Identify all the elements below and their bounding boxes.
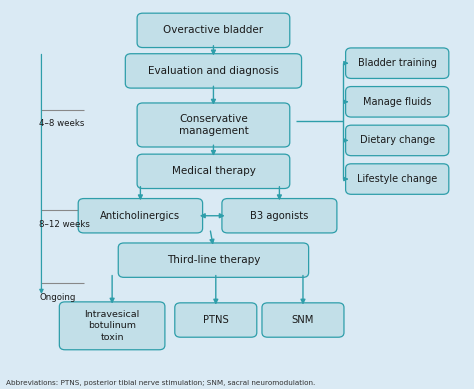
FancyBboxPatch shape (346, 86, 449, 117)
Text: B3 agonists: B3 agonists (250, 211, 309, 221)
Text: Medical therapy: Medical therapy (172, 166, 255, 176)
FancyBboxPatch shape (78, 198, 202, 233)
Text: PTNS: PTNS (203, 315, 228, 325)
Text: Abbreviations: PTNS, posterior tibial nerve stimulation; SNM, sacral neuromodula: Abbreviations: PTNS, posterior tibial ne… (6, 380, 315, 385)
FancyBboxPatch shape (118, 243, 309, 277)
FancyBboxPatch shape (137, 154, 290, 189)
FancyBboxPatch shape (262, 303, 344, 337)
FancyBboxPatch shape (59, 302, 165, 350)
Text: Bladder training: Bladder training (358, 58, 437, 68)
Text: Third-line therapy: Third-line therapy (167, 255, 260, 265)
FancyBboxPatch shape (346, 48, 449, 79)
FancyBboxPatch shape (125, 54, 301, 88)
FancyBboxPatch shape (222, 198, 337, 233)
Text: SNM: SNM (292, 315, 314, 325)
Text: Intravesical
botulinum
toxin: Intravesical botulinum toxin (84, 310, 140, 342)
FancyBboxPatch shape (175, 303, 257, 337)
FancyBboxPatch shape (346, 164, 449, 194)
Text: 4–8 weeks: 4–8 weeks (39, 119, 84, 128)
Text: Manage fluids: Manage fluids (363, 97, 431, 107)
Text: Overactive bladder: Overactive bladder (164, 25, 264, 35)
Text: Evaluation and diagnosis: Evaluation and diagnosis (148, 66, 279, 76)
Text: Dietary change: Dietary change (360, 135, 435, 145)
Text: Anticholinergics: Anticholinergics (100, 211, 181, 221)
Text: Conservative
management: Conservative management (179, 114, 248, 137)
Text: 8–12 weeks: 8–12 weeks (39, 220, 90, 229)
Text: Lifestyle change: Lifestyle change (357, 174, 438, 184)
FancyBboxPatch shape (346, 125, 449, 156)
Text: Ongoing: Ongoing (39, 293, 75, 302)
FancyBboxPatch shape (137, 103, 290, 147)
FancyBboxPatch shape (137, 13, 290, 47)
